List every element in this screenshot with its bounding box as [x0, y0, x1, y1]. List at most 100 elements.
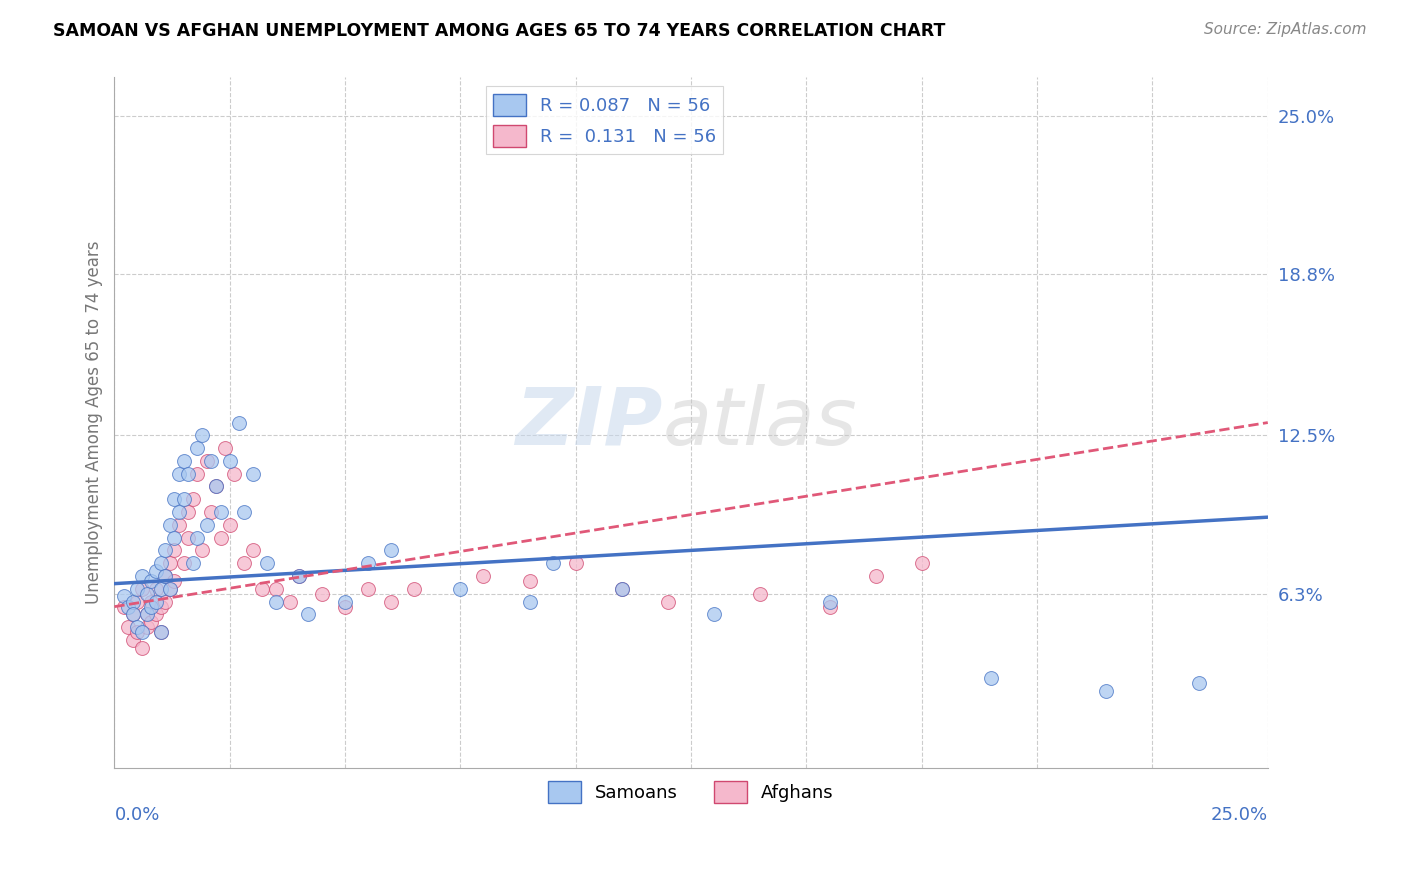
Point: [145, 582, 167, 596]
Point: [232, 556, 254, 570]
Point: [149, 625, 172, 640]
Point: [242, 543, 264, 558]
Point: [145, 564, 167, 578]
Point: [149, 556, 172, 570]
Point: [149, 582, 172, 596]
Point: [195, 517, 218, 532]
Point: [657, 594, 679, 608]
Point: [818, 594, 841, 608]
Point: [186, 467, 208, 481]
Point: [145, 607, 167, 622]
Point: [1095, 684, 1118, 698]
Text: ZIP: ZIP: [515, 384, 662, 461]
Point: [159, 517, 181, 532]
Point: [131, 625, 153, 640]
Point: [297, 607, 319, 622]
Point: [911, 556, 934, 570]
Point: [149, 599, 172, 614]
Point: [163, 574, 186, 588]
Point: [380, 543, 402, 558]
Point: [127, 625, 149, 640]
Point: [749, 587, 772, 601]
Point: [288, 569, 311, 583]
Point: [311, 587, 333, 601]
Point: [209, 505, 232, 519]
Point: [218, 517, 240, 532]
Point: [264, 594, 287, 608]
Point: [135, 587, 157, 601]
Point: [181, 492, 204, 507]
Point: [186, 441, 208, 455]
Point: [865, 569, 887, 583]
Point: [121, 594, 143, 608]
Point: [112, 590, 135, 604]
Point: [218, 454, 240, 468]
Point: [449, 582, 471, 596]
Point: [117, 599, 139, 614]
Point: [195, 454, 218, 468]
Point: [541, 556, 564, 570]
Point: [149, 625, 172, 640]
Point: [177, 467, 200, 481]
Point: [818, 599, 841, 614]
Point: [121, 607, 143, 622]
Point: [177, 531, 200, 545]
Point: [141, 574, 163, 588]
Point: [1187, 676, 1209, 690]
Point: [980, 671, 1002, 685]
Point: [173, 454, 195, 468]
Point: [278, 594, 301, 608]
Point: [141, 615, 163, 629]
Legend: Samoans, Afghans: Samoans, Afghans: [541, 774, 841, 811]
Point: [205, 479, 228, 493]
Point: [167, 517, 190, 532]
Point: [141, 599, 163, 614]
Point: [135, 607, 157, 622]
Point: [357, 556, 380, 570]
Point: [357, 582, 380, 596]
Point: [127, 594, 149, 608]
Text: atlas: atlas: [662, 384, 858, 461]
Point: [121, 632, 143, 647]
Point: [250, 582, 273, 596]
Point: [167, 467, 190, 481]
Point: [163, 531, 186, 545]
Point: [205, 479, 228, 493]
Point: [333, 594, 356, 608]
Point: [153, 543, 176, 558]
Point: [177, 505, 200, 519]
Point: [159, 556, 181, 570]
Point: [333, 599, 356, 614]
Text: SAMOAN VS AFGHAN UNEMPLOYMENT AMONG AGES 65 TO 74 YEARS CORRELATION CHART: SAMOAN VS AFGHAN UNEMPLOYMENT AMONG AGES…: [53, 22, 946, 40]
Text: 0.0%: 0.0%: [114, 805, 160, 823]
Point: [153, 594, 176, 608]
Point: [141, 594, 163, 608]
Point: [167, 505, 190, 519]
Point: [159, 582, 181, 596]
Point: [404, 582, 426, 596]
Point: [135, 607, 157, 622]
Point: [209, 531, 232, 545]
Point: [186, 531, 208, 545]
Point: [127, 582, 149, 596]
Point: [200, 505, 222, 519]
Point: [610, 582, 633, 596]
Point: [288, 569, 311, 583]
Point: [565, 556, 588, 570]
Text: 25.0%: 25.0%: [1211, 805, 1268, 823]
Point: [264, 582, 287, 596]
Text: Source: ZipAtlas.com: Source: ZipAtlas.com: [1204, 22, 1367, 37]
Point: [242, 467, 264, 481]
Point: [159, 582, 181, 596]
Point: [519, 574, 541, 588]
Point: [121, 607, 143, 622]
Point: [163, 543, 186, 558]
Point: [131, 582, 153, 596]
Point: [135, 620, 157, 634]
Point: [200, 454, 222, 468]
Point: [224, 467, 246, 481]
Point: [163, 492, 186, 507]
Point: [703, 607, 725, 622]
Point: [181, 556, 204, 570]
Point: [117, 620, 139, 634]
